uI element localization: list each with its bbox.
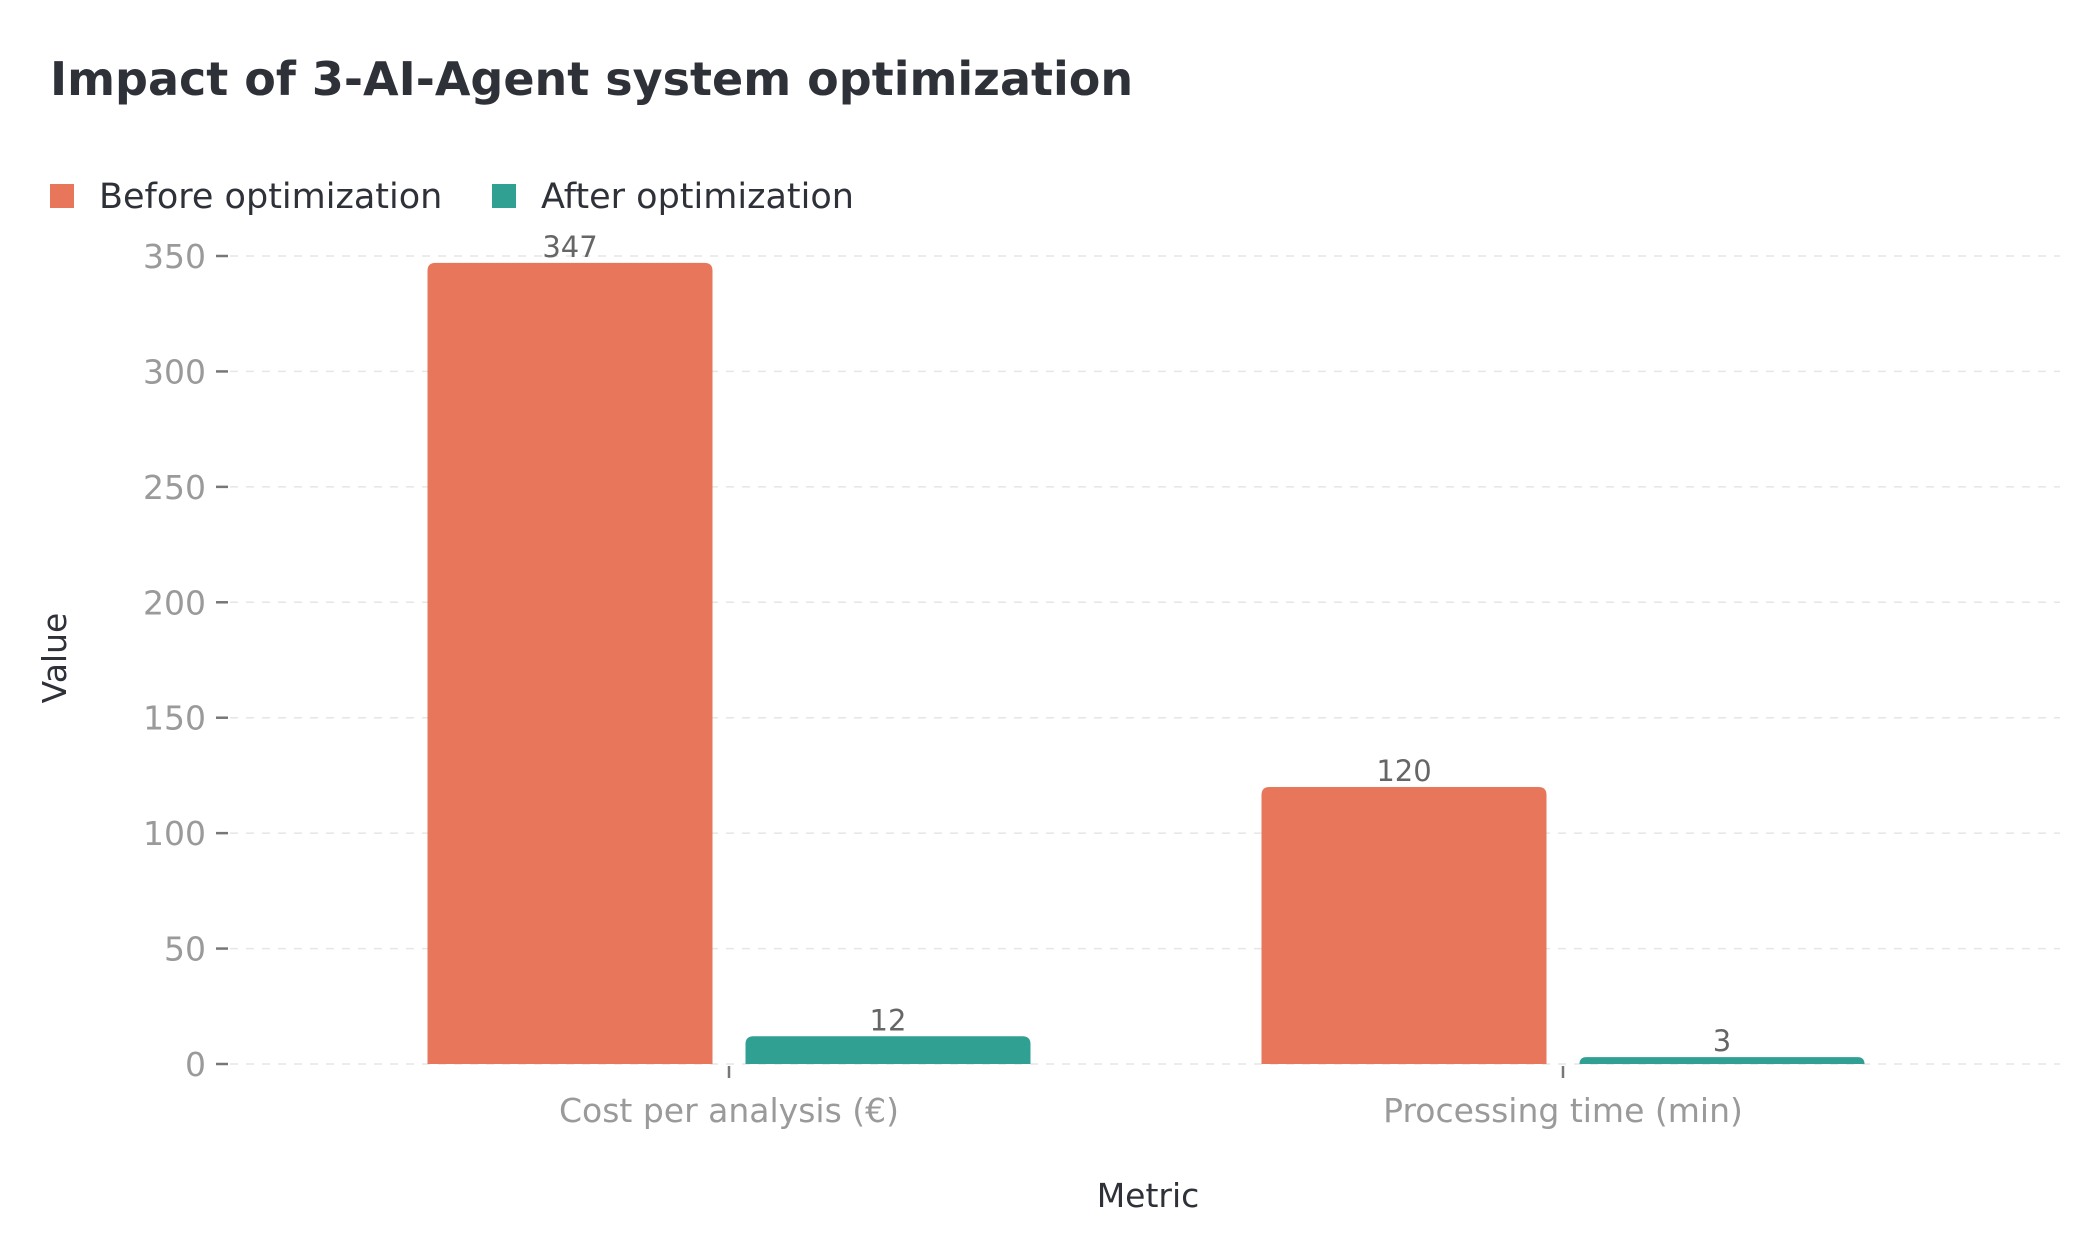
x-axis-title: Metric <box>1097 1176 1200 1215</box>
y-tick-label: 350 <box>143 237 206 276</box>
y-axis-title: Value <box>35 613 74 704</box>
y-tick-label: 200 <box>143 583 206 622</box>
y-tick-label: 0 <box>185 1045 206 1084</box>
y-tick-label: 250 <box>143 468 206 507</box>
bar-after-1 <box>745 1036 1031 1064</box>
y-tick-label: 300 <box>143 352 206 391</box>
legend-label-2: After optimization <box>541 177 854 217</box>
legend-swatch-2 <box>492 184 516 208</box>
legend: Before optimization After optimization <box>50 177 854 217</box>
bar-after-2 <box>1579 1057 1865 1064</box>
x-axis: Cost per analysis (€) Processing time (mi… <box>559 1066 1743 1130</box>
x-tick-label: Cost per analysis (€) <box>559 1091 899 1130</box>
bar-before-1 <box>427 262 713 1064</box>
data-label: 347 <box>542 230 597 264</box>
y-tick-label: 150 <box>143 699 206 738</box>
data-labels: 347 12 120 3 <box>542 230 1731 1058</box>
y-tick-label: 100 <box>143 814 206 853</box>
legend-swatch-1 <box>50 184 74 208</box>
data-label: 120 <box>1376 754 1431 788</box>
y-tick-label: 50 <box>164 930 206 969</box>
data-label: 3 <box>1713 1024 1731 1058</box>
x-tick-label: Processing time (min) <box>1383 1091 1743 1130</box>
legend-label-1: Before optimization <box>99 177 442 217</box>
bar-before-2 <box>1261 786 1547 1064</box>
y-axis: 0 50 100 150 200 250 300 350 <box>143 237 228 1084</box>
bars <box>427 262 1865 1064</box>
chart-title: Impact of 3-AI-Agent system optimization <box>50 52 1133 106</box>
data-label: 12 <box>870 1003 907 1037</box>
